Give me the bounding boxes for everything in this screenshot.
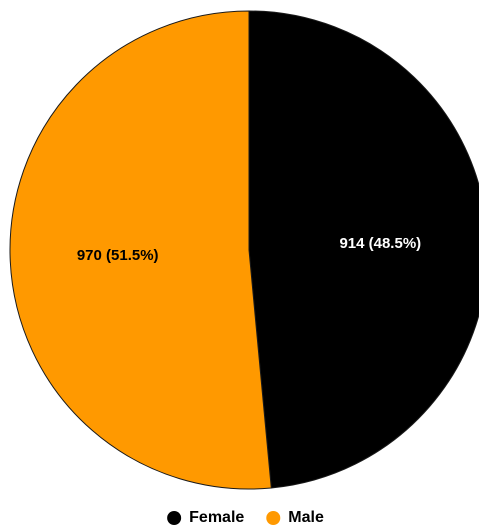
slice-labels-layer: 914 (48.5%) 970 (51.5%) (77, 235, 421, 264)
slice-label-female: 914 (48.5%) (339, 235, 421, 252)
legend-item-male: Male (266, 509, 324, 526)
legend: Female Male (167, 509, 324, 526)
legend-item-female: Female (167, 509, 244, 526)
pie-slice-male (9, 10, 272, 490)
slices-layer (9, 10, 479, 490)
legend-label-male: Male (288, 509, 324, 526)
legend-marker-female (167, 511, 182, 525)
legend-marker-male (266, 511, 281, 525)
slice-label-male: 970 (51.5%) (77, 247, 159, 264)
pie-slice-female (248, 10, 479, 489)
legend-label-female: Female (189, 509, 244, 526)
